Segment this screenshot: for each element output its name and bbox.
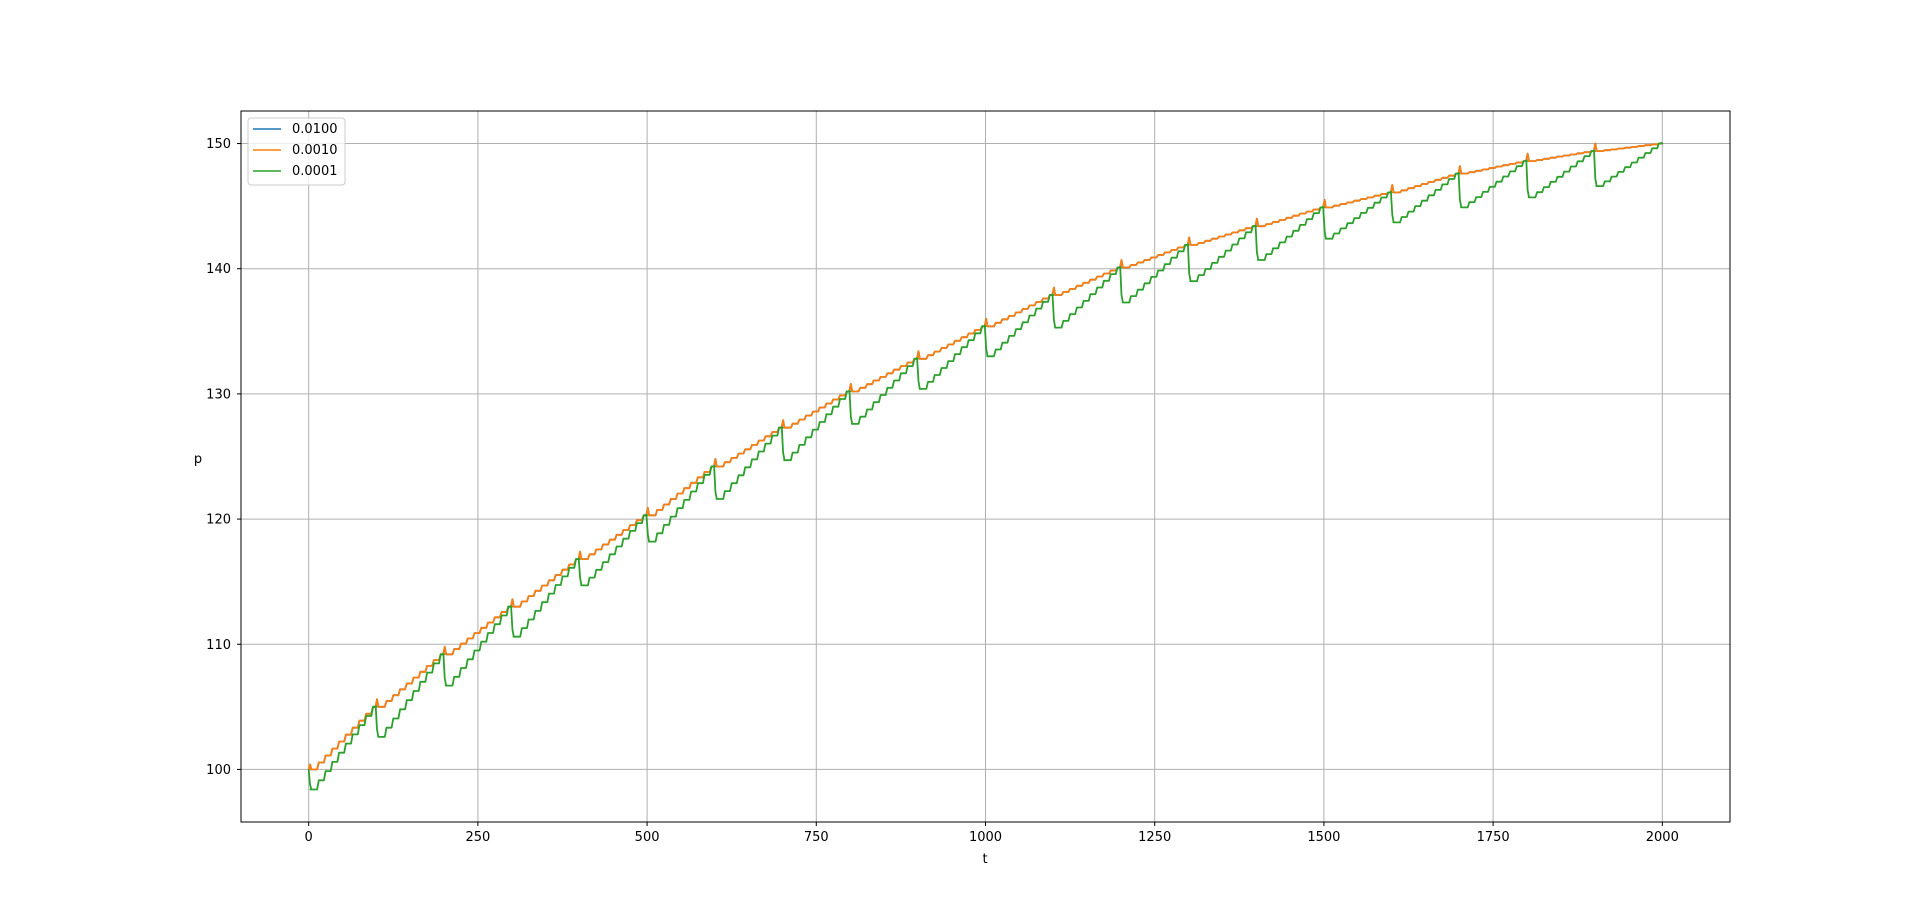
x-tick-label: 750 bbox=[804, 830, 829, 845]
legend: 0.0100 0.0010 0.0001 bbox=[247, 117, 346, 186]
legend-box bbox=[247, 117, 346, 186]
legend-label-0001: 0.0001 bbox=[292, 164, 338, 179]
y-tick-label: 120 bbox=[206, 513, 231, 528]
x-tick-label: 0 bbox=[305, 830, 313, 845]
x-tick-label: 1750 bbox=[1477, 830, 1510, 845]
axis-ticks: 0 250 500 750 1000 1250 1500 1750 2000 100 110 120 1… bbox=[206, 137, 1679, 845]
y-tick-label: 100 bbox=[206, 763, 231, 778]
x-tick-label: 2000 bbox=[1646, 830, 1679, 845]
series-line-00010 bbox=[307, 141, 1664, 771]
legend-label-0010: 0.0010 bbox=[292, 143, 338, 158]
x-tick-label: 1250 bbox=[1138, 830, 1171, 845]
y-tick-label: 110 bbox=[206, 638, 231, 653]
data-series bbox=[307, 141, 1664, 791]
x-axis-label: t bbox=[982, 852, 987, 867]
y-axis-label: p bbox=[194, 452, 202, 467]
grid-lines bbox=[241, 111, 1730, 822]
y-tick-label: 150 bbox=[206, 137, 231, 152]
y-tick-label: 130 bbox=[206, 387, 231, 402]
legend-label-0100: 0.0100 bbox=[292, 122, 338, 137]
x-tick-label: 500 bbox=[635, 830, 660, 845]
series-line-00001 bbox=[307, 141, 1664, 791]
x-tick-label: 250 bbox=[465, 830, 490, 845]
y-tick-label: 140 bbox=[206, 262, 231, 277]
x-tick-label: 1000 bbox=[969, 830, 1002, 845]
x-tick-label: 1500 bbox=[1307, 830, 1340, 845]
